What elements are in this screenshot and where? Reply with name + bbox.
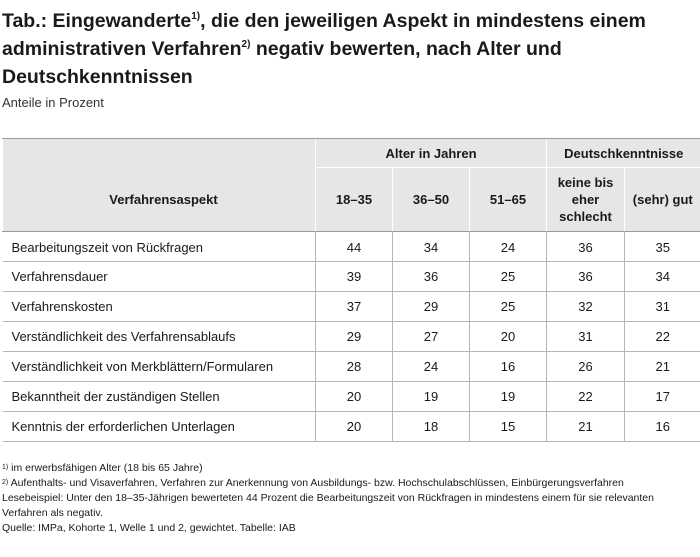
row-aspect: Bearbeitungszeit von Rückfragen	[2, 231, 316, 262]
cell-lang-low: 21	[546, 411, 625, 442]
cell-lang-good: 22	[624, 321, 700, 352]
title-footnote-ref-2: 2)	[241, 39, 251, 50]
title-footnote-ref-1: 1)	[191, 11, 201, 22]
row-aspect: Kenntnis der erforderlichen Unterlagen	[2, 411, 316, 442]
table-row: Verfahrensdauer 39 36 25 36 34	[2, 261, 700, 292]
cell-age-36-50: 29	[392, 291, 470, 322]
cell-age-18-35: 28	[315, 351, 393, 382]
title-part-2: , die den jeweiligen Aspekt in mindesten…	[2, 10, 646, 60]
cell-age-51-65: 16	[468, 351, 547, 382]
cell-age-36-50: 19	[392, 381, 470, 412]
cell-age-36-50: 27	[392, 321, 470, 352]
footnote-2: 2) Aufenthalts- und Visaverfahren, Verfa…	[2, 476, 692, 491]
table-subtitle: Anteile in Prozent	[2, 95, 104, 110]
cell-age-18-35: 39	[315, 261, 393, 292]
cell-age-51-65: 15	[468, 411, 547, 442]
header-group-age: Alter in Jahren	[314, 138, 547, 168]
row-aspect: Verständlichkeit des Verfahrensablaufs	[2, 321, 316, 352]
cell-lang-good: 16	[624, 411, 700, 442]
cell-age-36-50: 34	[392, 231, 470, 262]
cell-age-18-35: 20	[315, 381, 393, 412]
header-group-language: Deutschkenntnisse	[546, 138, 700, 168]
data-table: Alter in Jahren Deutschkenntnisse Verfah…	[2, 138, 700, 442]
row-aspect: Verfahrensdauer	[2, 261, 316, 292]
row-aspect: Bekanntheit der zuständigen Stellen	[2, 381, 316, 412]
header-column-row: Verfahrensaspekt 18–35 36–50 51–65 keine…	[2, 167, 700, 232]
cell-lang-low: 36	[546, 231, 625, 262]
cell-age-36-50: 36	[392, 261, 470, 292]
row-aspect: Verfahrenskosten	[2, 291, 316, 322]
header-lang-low: keine bis eher schlecht	[546, 167, 625, 232]
header-empty-cell	[2, 138, 316, 168]
cell-age-51-65: 20	[468, 321, 547, 352]
table-row: Verfahrenskosten 37 29 25 32 31	[2, 291, 700, 322]
cell-age-36-50: 24	[392, 351, 470, 382]
cell-lang-low: 31	[546, 321, 625, 352]
title-part-3: negativ bewerten, nach Alter und Deutsch…	[2, 38, 562, 88]
footnote-1-marker: 1)	[2, 464, 9, 471]
cell-lang-good: 17	[624, 381, 700, 412]
reading-example: Lesebeispiel: Unter den 18–35-Jährigen b…	[2, 492, 654, 519]
cell-age-51-65: 25	[468, 291, 547, 322]
cell-lang-good: 35	[624, 231, 700, 262]
footnote-1-text: im erwerbsfähigen Alter (18 bis 65 Jahre…	[8, 462, 203, 474]
cell-lang-low: 26	[546, 351, 625, 382]
table-row: Verständlichkeit von Merkblättern/Formul…	[2, 351, 700, 382]
cell-lang-good: 21	[624, 351, 700, 382]
cell-lang-good: 31	[624, 291, 700, 322]
table-row: Bearbeitungszeit von Rückfragen 44 34 24…	[2, 231, 700, 262]
cell-age-18-35: 29	[315, 321, 393, 352]
cell-age-18-35: 37	[315, 291, 393, 322]
header-age-18-35: 18–35	[315, 167, 393, 232]
footnotes: 1) im erwerbsfähigen Alter (18 bis 65 Ja…	[2, 461, 692, 536]
row-aspect: Verständlichkeit von Merkblättern/Formul…	[2, 351, 316, 382]
title-part-1: Tab.: Eingewanderte	[2, 10, 192, 32]
table-title: Tab.: Eingewanderte1), die den jeweilige…	[2, 9, 682, 90]
table-row: Kenntnis der erforderlichen Unterlagen 2…	[2, 411, 700, 442]
cell-age-36-50: 18	[392, 411, 470, 442]
footnote-2-marker: 2)	[2, 479, 9, 486]
header-group-row: Alter in Jahren Deutschkenntnisse	[2, 138, 700, 168]
footnote-1: 1) im erwerbsfähigen Alter (18 bis 65 Ja…	[2, 461, 692, 476]
cell-lang-good: 34	[624, 261, 700, 292]
cell-age-18-35: 44	[315, 231, 393, 262]
cell-age-51-65: 19	[468, 381, 547, 412]
header-age-36-50: 36–50	[392, 167, 470, 232]
cell-lang-low: 36	[546, 261, 625, 292]
cell-age-51-65: 25	[468, 261, 547, 292]
footnote-2-text: Aufenthalts- und Visaverfahren, Verfahre…	[8, 477, 624, 489]
cell-age-18-35: 20	[315, 411, 393, 442]
cell-lang-low: 32	[546, 291, 625, 322]
cell-age-51-65: 24	[468, 231, 547, 262]
table-row: Verständlichkeit des Verfahrensablaufs 2…	[2, 321, 700, 352]
header-lang-good: (sehr) gut	[624, 167, 700, 232]
header-aspect: Verfahrensaspekt	[2, 167, 316, 232]
table-row: Bekanntheit der zuständigen Stellen 20 1…	[2, 381, 700, 412]
source-note: Quelle: IMPa, Kohorte 1, Welle 1 und 2, …	[2, 522, 296, 534]
header-age-51-65: 51–65	[468, 167, 547, 232]
cell-lang-low: 22	[546, 381, 625, 412]
